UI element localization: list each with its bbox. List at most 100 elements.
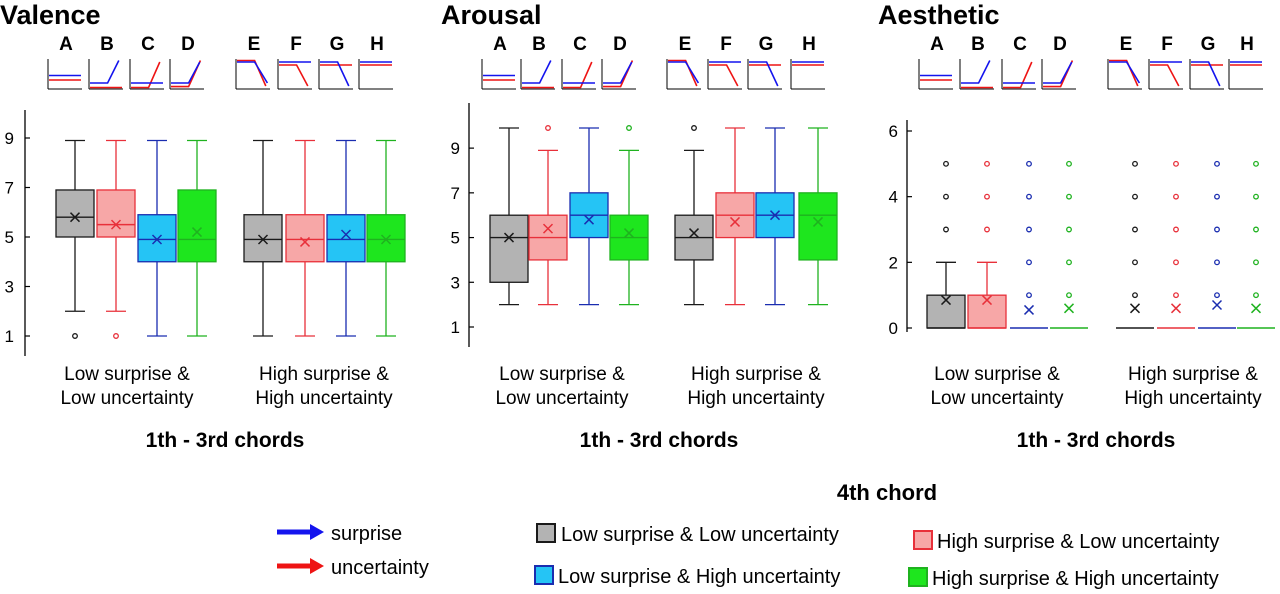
box-iqr <box>243 214 283 263</box>
outlier-point <box>1173 160 1179 167</box>
y-tick-label: 9 <box>451 139 460 158</box>
box-f <box>715 127 755 306</box>
box-e <box>674 125 714 306</box>
mean-marker <box>110 219 122 230</box>
group-label-line2: Low uncertainty <box>930 388 1064 409</box>
outlier-point <box>1066 226 1072 233</box>
mean-marker <box>191 227 203 238</box>
category-letter: E <box>1120 34 1133 55</box>
uncertainty-line <box>1109 59 1139 87</box>
icon-g <box>747 59 782 90</box>
uncertainty-line <box>237 59 267 87</box>
box-iqr <box>285 214 325 263</box>
group-label-line1: Low surprise & <box>64 364 190 385</box>
box-iqr <box>177 189 217 263</box>
category-letter: C <box>141 34 155 55</box>
legend-item-low-surprise-high-uncertainty: Low surprise & High uncertainty <box>534 565 840 588</box>
icon-h <box>790 59 825 90</box>
icon-b <box>959 59 994 90</box>
surprise-line <box>961 60 991 84</box>
category-letter: A <box>493 34 507 55</box>
mean-marker <box>340 229 352 240</box>
surprise-line <box>90 60 120 84</box>
mean-marker <box>380 234 392 245</box>
box-a <box>55 139 95 339</box>
uncertainty-line <box>1150 64 1180 87</box>
category-letter: G <box>330 34 345 55</box>
outlier-point <box>1214 292 1220 299</box>
surprise-line <box>668 61 700 84</box>
uncertainty-line <box>1003 61 1033 89</box>
surprise-line <box>1043 61 1073 84</box>
box-c <box>1010 160 1048 329</box>
legend-item-low-surprise-low-uncertainty: Low surprise & Low uncertainty <box>536 523 839 546</box>
legend-arrow-surprise: surprise <box>277 523 402 545</box>
box-iqr <box>96 189 136 238</box>
box-g <box>755 127 795 306</box>
outlier-point <box>1253 292 1259 299</box>
mean-marker <box>729 216 741 227</box>
uncertainty-line <box>131 61 161 89</box>
box-iqr <box>326 214 366 263</box>
category-letter: H <box>1240 34 1254 55</box>
icon-d <box>1041 59 1076 90</box>
y-tick-label: 3 <box>5 278 14 297</box>
group-label-line1: High surprise & <box>1128 364 1258 385</box>
legend-item-label: High surprise & Low uncertainty <box>937 531 1219 553</box>
y-tick-label: 7 <box>451 184 460 203</box>
legend-arrow-uncertainty: uncertainty <box>277 557 429 579</box>
box-d <box>609 125 649 306</box>
outlier-point <box>943 160 949 167</box>
category-letter: A <box>59 34 73 55</box>
mean-marker <box>1063 303 1075 314</box>
box-h <box>1237 160 1275 329</box>
icon-c <box>1001 59 1036 90</box>
mean-marker <box>542 223 554 234</box>
category-letter: D <box>613 34 627 55</box>
y-tick-label: 5 <box>451 229 460 248</box>
outlier-point <box>1173 193 1179 200</box>
y-tick-label: 0 <box>889 319 898 338</box>
legend-arrow-surprise-label: surprise <box>331 523 402 545</box>
y-tick-label: 9 <box>5 129 14 148</box>
box-g <box>326 139 366 337</box>
mean-marker <box>623 228 635 239</box>
outlier-point <box>943 193 949 200</box>
y-tick-label: 1 <box>451 318 460 337</box>
category-letter: B <box>971 34 985 55</box>
icon-d <box>169 59 204 90</box>
category-letter: D <box>1053 34 1067 55</box>
outlier-point <box>1253 259 1259 266</box>
surprise-line <box>171 61 201 84</box>
icon-f <box>707 59 742 90</box>
legend-arrow-uncertainty-label: uncertainty <box>331 557 429 579</box>
category-letter: H <box>802 34 816 55</box>
y-tick-label: 3 <box>451 273 460 292</box>
y-tick-label: 6 <box>889 122 898 141</box>
box-a <box>926 160 966 329</box>
outlier-point <box>1026 292 1032 299</box>
chart-panel-aesthetic: Aesthetic A B C D E F G H 0 2 4 6 Low surprise & Low u… <box>878 0 1275 452</box>
outlier-point <box>1066 259 1072 266</box>
box-iqr <box>137 214 177 263</box>
box-h <box>366 139 406 337</box>
uncertainty-line <box>279 64 309 87</box>
outlier-point <box>113 333 119 339</box>
y-tick-label: 4 <box>889 188 898 207</box>
y-tick-label: 5 <box>5 228 14 247</box>
uncertainty-line <box>709 64 739 87</box>
group-label-line2: Low uncertainty <box>60 388 194 409</box>
mean-marker <box>299 236 311 247</box>
surprise-line <box>749 61 779 87</box>
mean-marker <box>1211 299 1223 311</box>
box-d <box>177 139 217 337</box>
outlier-point <box>1214 226 1220 233</box>
chart-title: Aesthetic <box>878 0 1000 30</box>
chart-title: Valence <box>0 0 101 30</box>
box-e <box>1116 160 1154 329</box>
icon-h <box>1228 59 1263 90</box>
outlier-point <box>1066 193 1072 200</box>
outlier-point <box>1214 193 1220 200</box>
category-letter: D <box>181 34 195 55</box>
